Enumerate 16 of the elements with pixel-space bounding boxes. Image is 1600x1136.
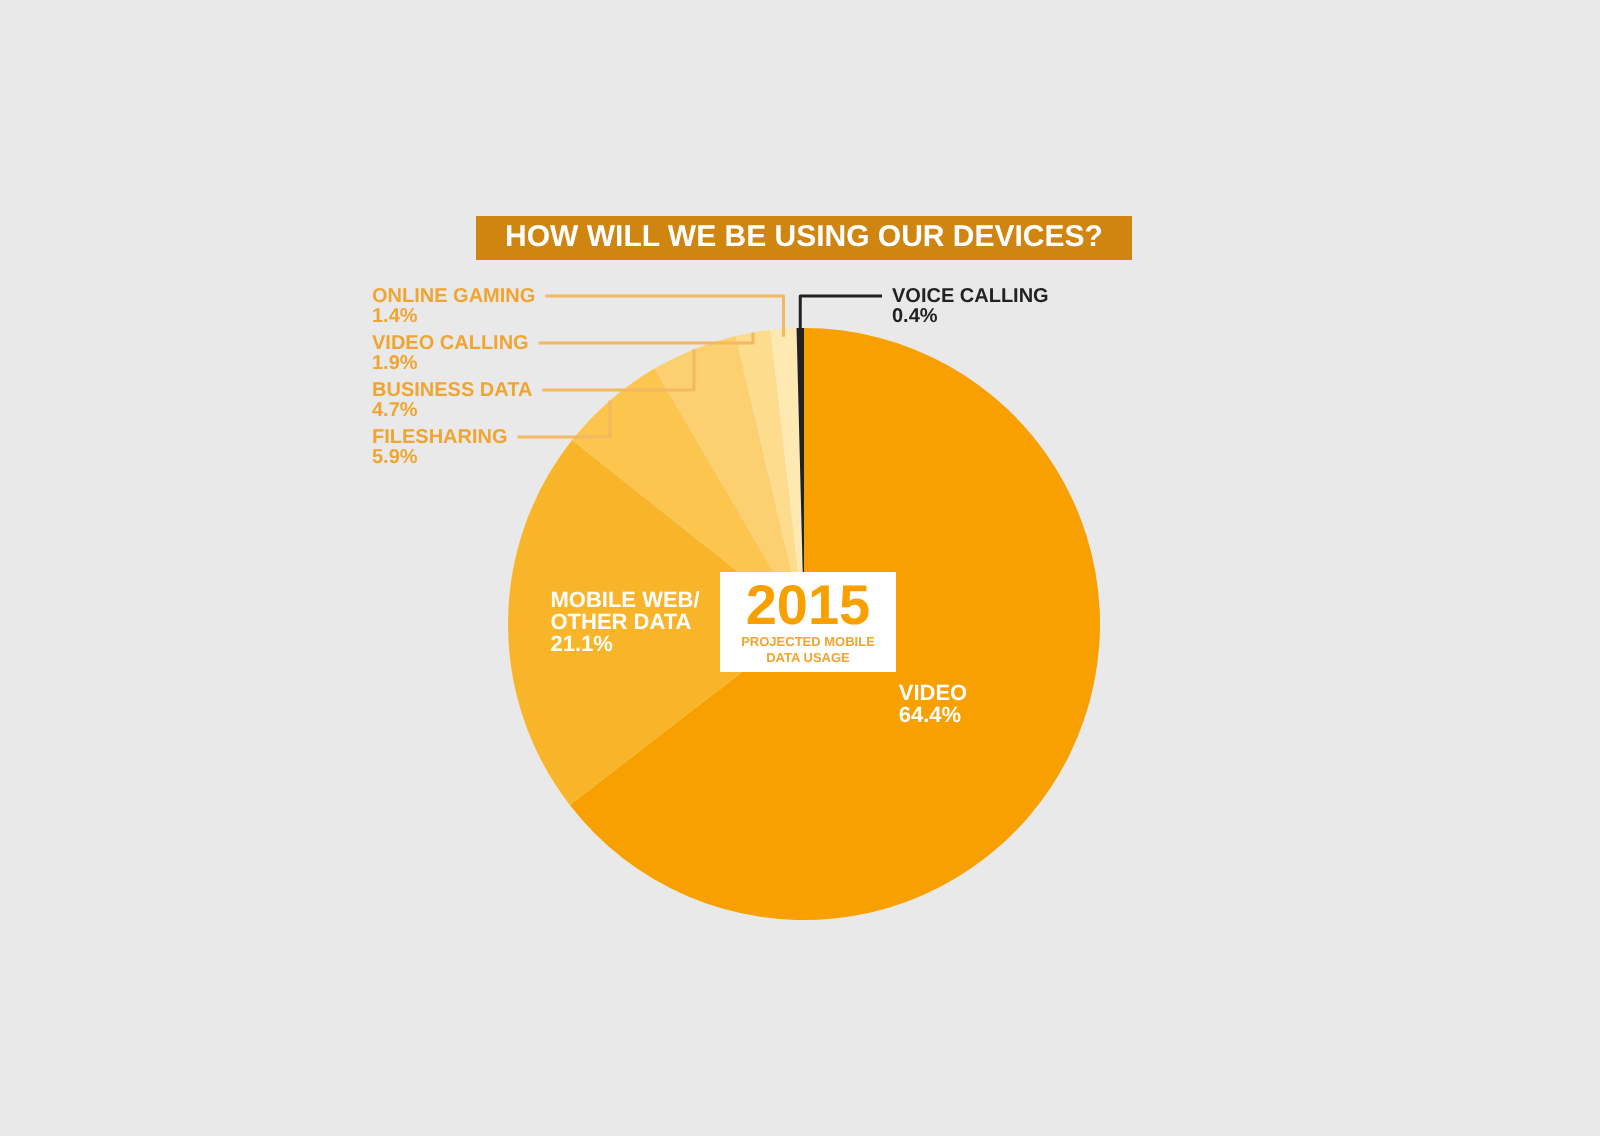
slice-label: VIDEO (898, 681, 969, 706)
data-label: 4.7% (372, 399, 418, 422)
text: 2015 (743, 574, 873, 636)
slice-label: VOICE CALLING (892, 285, 1050, 308)
data-label: 5.9% (372, 446, 418, 469)
data-label: 0.4% (892, 305, 938, 328)
slice-label: BUSINESS DATA (372, 379, 533, 402)
slice-label: VIDEO CALLING (372, 332, 530, 355)
slice-label: MOBILE WEB/ OTHER DATA (550, 588, 700, 635)
data-label: 21.1% (550, 632, 614, 657)
slice-label: ONLINE GAMING (372, 285, 536, 308)
data-label: 1.9% (372, 352, 418, 375)
data-label: 64.4% (898, 703, 962, 728)
slice-label: FILESHARING (372, 426, 508, 449)
data-label: 1.4% (372, 305, 418, 328)
chart-title: HOW WILL WE BE USING OUR DEVICES? (476, 216, 1132, 260)
